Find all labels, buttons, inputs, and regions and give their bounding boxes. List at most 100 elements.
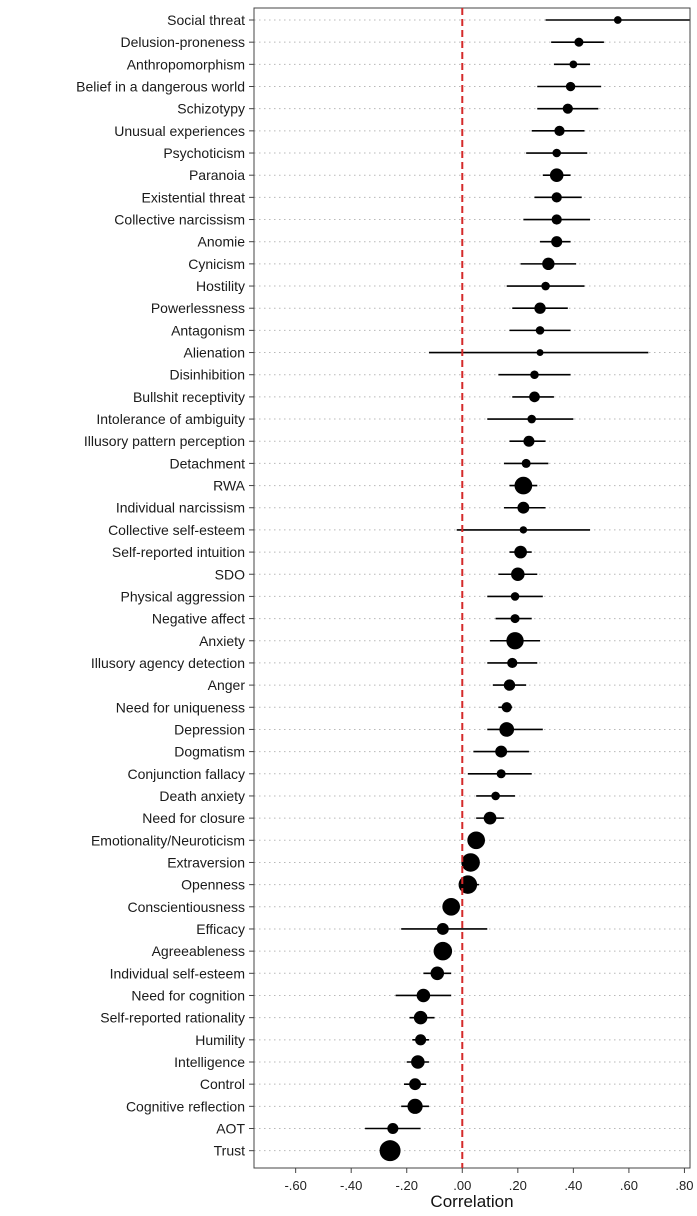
effect-point	[549, 168, 564, 182]
forest-row: Anger	[208, 677, 690, 693]
category-label: Delusion-proneness	[120, 34, 245, 50]
category-label: Need for closure	[142, 810, 245, 826]
forest-row: Conjunction fallacy	[127, 766, 690, 782]
forest-row: Anthropomorphism	[127, 56, 690, 72]
effect-point	[430, 966, 445, 981]
forest-row: Delusion-proneness	[120, 34, 690, 50]
forest-row: Illusory pattern perception	[84, 433, 690, 449]
effect-point	[436, 923, 449, 935]
forest-row: Individual narcissism	[116, 500, 690, 516]
effect-point	[536, 349, 544, 356]
forest-row: Control	[200, 1076, 690, 1092]
effect-point	[507, 657, 518, 669]
forest-row: Need for cognition	[131, 987, 690, 1003]
effect-point	[517, 501, 530, 514]
forest-row: Agreeableness	[152, 941, 690, 961]
forest-row: Death anxiety	[159, 788, 690, 804]
category-label: Schizotypy	[177, 101, 245, 117]
forest-row: Need for uniqueness	[116, 699, 690, 715]
category-label: Antagonism	[171, 322, 245, 338]
effect-point	[514, 545, 527, 559]
effect-point	[562, 103, 573, 114]
forest-row: Collective self-esteem	[108, 522, 690, 538]
category-label: Negative affect	[152, 611, 245, 627]
forest-row: Trust	[214, 1140, 690, 1162]
forest-row: Intelligence	[174, 1054, 690, 1070]
effect-point	[527, 414, 536, 424]
effect-point	[496, 769, 506, 779]
effect-point	[552, 148, 561, 158]
forest-row: Collective narcissism	[114, 212, 690, 228]
effect-point	[510, 592, 520, 601]
category-label: Need for uniqueness	[116, 699, 245, 715]
category-label: Self-reported intuition	[112, 544, 245, 560]
forest-row: Need for closure	[142, 810, 690, 826]
effect-point	[411, 1055, 425, 1069]
category-label: Individual self-esteem	[110, 965, 245, 981]
forest-row: Extraversion	[167, 853, 690, 872]
category-label: Powerlessness	[151, 300, 245, 316]
forest-row: Cognitive reflection	[126, 1098, 690, 1114]
category-label: Social threat	[167, 12, 245, 28]
category-label: Paranoia	[189, 167, 245, 183]
forest-row: Anxiety	[199, 632, 690, 650]
forest-row: Detachment	[170, 455, 690, 471]
effect-point	[499, 722, 515, 737]
forest-row: Alienation	[184, 345, 690, 361]
effect-point	[503, 679, 516, 691]
category-label: Bullshit receptivity	[133, 389, 245, 405]
effect-point	[530, 370, 539, 379]
x-axis-ticks: -.60 -.40 -.20 .00 .20 .40 .60 .80	[284, 1168, 693, 1193]
forest-row: RWA	[213, 476, 690, 495]
category-label: Disinhibition	[170, 367, 245, 383]
category-label: Trust	[214, 1143, 245, 1159]
forest-row: Intolerance of ambiguity	[96, 411, 690, 427]
category-label: Belief in a dangerous world	[76, 79, 245, 95]
forest-row: Existential threat	[142, 189, 690, 205]
effect-point	[501, 702, 512, 713]
forest-row: Cynicism	[188, 256, 690, 272]
forest-row: Negative affect	[152, 611, 690, 627]
forest-row: SDO	[215, 566, 690, 582]
effect-point	[529, 391, 540, 403]
category-label: Intelligence	[174, 1054, 245, 1070]
category-label: Death anxiety	[159, 788, 245, 804]
category-label: Anxiety	[199, 633, 245, 649]
category-label: Conjunction fallacy	[127, 766, 245, 782]
effect-point	[574, 37, 584, 47]
forest-row: Unusual experiences	[114, 123, 690, 139]
forest-row: Disinhibition	[170, 367, 690, 383]
forest-row: Self-reported rationality	[100, 1010, 690, 1026]
forest-row: Bullshit receptivity	[133, 389, 690, 405]
forest-row: Physical aggression	[120, 588, 690, 604]
effect-point	[565, 81, 576, 92]
effect-point	[379, 1140, 401, 1162]
effect-point	[433, 941, 453, 961]
category-label: Detachment	[170, 455, 246, 471]
effect-point	[542, 257, 555, 271]
x-tick-label: .20	[509, 1178, 527, 1193]
category-label: Need for cognition	[131, 987, 245, 1003]
category-label: Cynicism	[188, 256, 245, 272]
x-tick-label: .80	[675, 1178, 693, 1193]
forest-row: Psychoticism	[163, 145, 690, 161]
category-label: Efficacy	[196, 921, 245, 937]
x-tick-label: .00	[453, 1178, 471, 1193]
category-label: Collective narcissism	[114, 212, 245, 228]
effect-point	[551, 214, 562, 225]
category-label: Extraversion	[167, 854, 245, 870]
effect-point	[510, 614, 520, 624]
forest-row: Efficacy	[196, 921, 690, 937]
category-label: Openness	[181, 877, 245, 893]
category-label: Anomie	[198, 234, 246, 250]
category-label: Agreeableness	[152, 943, 245, 959]
forest-row: Social threat	[167, 12, 690, 28]
effect-point	[534, 302, 546, 314]
effect-point	[461, 853, 480, 872]
category-label: AOT	[216, 1121, 245, 1137]
category-label: Hostility	[196, 278, 245, 294]
effect-point	[467, 831, 486, 850]
category-label: Anthropomorphism	[127, 56, 245, 72]
category-label: Unusual experiences	[114, 123, 245, 139]
